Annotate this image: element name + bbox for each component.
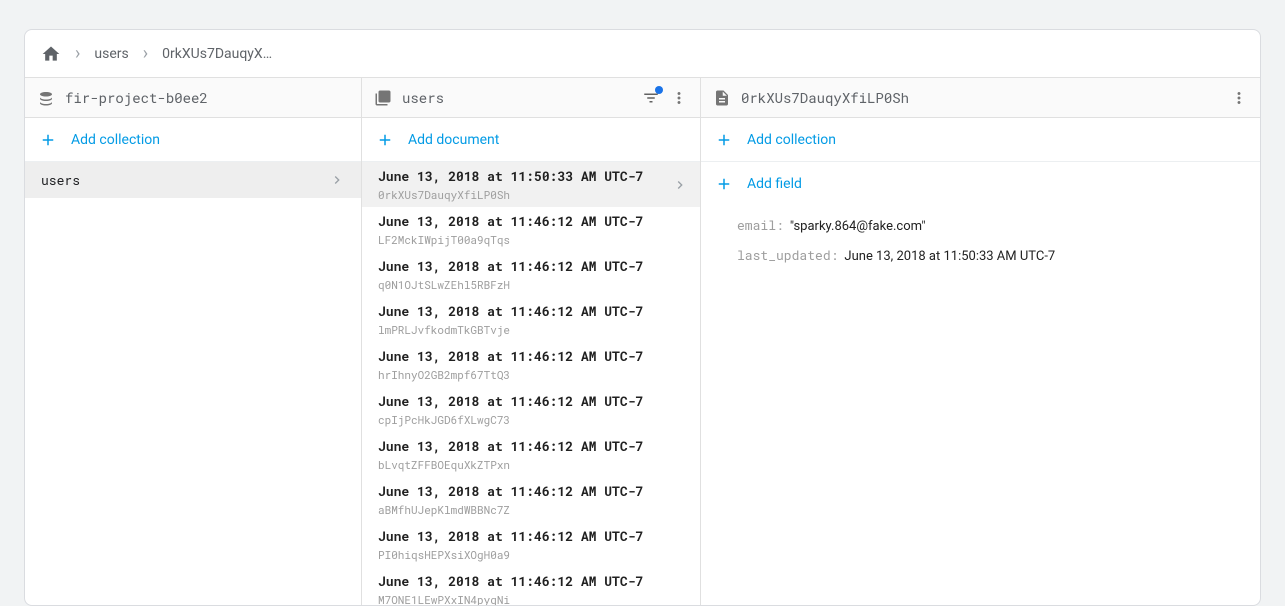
document-id: aBMfhUJepKlmdWBBNc7Z	[378, 502, 688, 517]
document-timestamp: June 13, 2018 at 11:46:12 AM UTC-7	[378, 572, 688, 590]
add-collection-label: Add collection	[71, 132, 160, 148]
breadcrumb-item[interactable]: 0rkXUs7DauqyX…	[162, 46, 272, 62]
document-id: bLvqtZFFBOEquXkZTPxn	[378, 457, 688, 472]
add-document-button[interactable]: Add document	[362, 118, 700, 162]
document-item[interactable]: June 13, 2018 at 11:46:12 AM UTC-7 q0N1OJ…	[362, 252, 700, 297]
document-timestamp: June 13, 2018 at 11:46:12 AM UTC-7	[378, 212, 688, 230]
collection-icon	[374, 89, 392, 107]
field-row[interactable]: last_updated: June 13, 2018 at 11:50:33 …	[701, 240, 1260, 270]
collection-item[interactable]: users	[25, 162, 361, 198]
documents-header-actions	[640, 87, 688, 109]
add-collection-label: Add collection	[747, 132, 836, 148]
document-timestamp: June 13, 2018 at 11:46:12 AM UTC-7	[378, 302, 688, 320]
firestore-panel: › users › 0rkXUs7DauqyX… fir-project-b0e…	[24, 29, 1261, 606]
document-timestamp: June 13, 2018 at 11:46:12 AM UTC-7	[378, 437, 688, 455]
columns: fir-project-b0ee2 Add collection users u…	[25, 78, 1260, 605]
collection-title: users	[402, 88, 630, 107]
add-collection-button[interactable]: Add collection	[25, 118, 361, 162]
document-id: PI0hiqsHEPXsiXOgH0a9	[378, 547, 688, 562]
document-id: 0rkXUs7DauqyXfiLP0Sh	[378, 187, 666, 202]
filter-button[interactable]	[640, 87, 662, 109]
documents-column-header: users	[362, 78, 700, 118]
collection-list: users	[25, 162, 361, 605]
field-value: June 13, 2018 at 11:50:33 AM UTC-7	[844, 249, 1055, 264]
document-column-header: 0rkXUs7DauqyXfiLP0Sh	[701, 78, 1260, 118]
documents-column: users Add document June 13, 2018 at 11:5…	[362, 78, 701, 605]
document-item[interactable]: June 13, 2018 at 11:46:12 AM UTC-7 LF2Mck…	[362, 207, 700, 252]
document-item[interactable]: June 13, 2018 at 11:46:12 AM UTC-7 cpIjPc…	[362, 387, 700, 432]
document-id-title: 0rkXUs7DauqyXfiLP0Sh	[741, 88, 1220, 107]
add-collection-button[interactable]: Add collection	[701, 118, 1260, 162]
add-field-button[interactable]: Add field	[701, 162, 1260, 206]
document-item[interactable]: June 13, 2018 at 11:46:12 AM UTC-7 aBMfhU…	[362, 477, 700, 522]
document-timestamp: June 13, 2018 at 11:46:12 AM UTC-7	[378, 527, 688, 545]
field-key: last_updated:	[737, 246, 838, 264]
collection-name: users	[41, 171, 80, 189]
document-item[interactable]: June 13, 2018 at 11:46:12 AM UTC-7 PI0hiq…	[362, 522, 700, 567]
plus-icon	[715, 131, 733, 149]
document-column: 0rkXUs7DauqyXfiLP0Sh Add collection Add …	[701, 78, 1260, 605]
project-column: fir-project-b0ee2 Add collection users	[25, 78, 362, 605]
breadcrumb: › users › 0rkXUs7DauqyX…	[25, 30, 1260, 78]
home-icon[interactable]	[41, 44, 61, 64]
document-id: lmPRLJvfkodmTkGBTvje	[378, 322, 688, 337]
document-item[interactable]: June 13, 2018 at 11:46:12 AM UTC-7 bLvqtZ…	[362, 432, 700, 477]
more-vert-icon[interactable]	[670, 89, 688, 107]
breadcrumb-item[interactable]: users	[94, 46, 128, 62]
plus-icon	[376, 131, 394, 149]
chevron-right-icon	[672, 177, 688, 193]
project-title: fir-project-b0ee2	[65, 88, 349, 107]
chevron-right-icon	[329, 172, 345, 188]
add-field-label: Add field	[747, 176, 802, 192]
chevron-separator: ›	[143, 43, 148, 64]
more-vert-icon[interactable]	[1230, 89, 1248, 107]
add-document-label: Add document	[408, 132, 499, 148]
field-value: "sparky.864@fake.com"	[790, 219, 926, 234]
document-timestamp: June 13, 2018 at 11:46:12 AM UTC-7	[378, 392, 688, 410]
document-id: LF2MckIWpijT00a9qTqs	[378, 232, 688, 247]
filter-indicator-dot	[655, 86, 663, 94]
document-id: M7ONE1LEwPXxIN4pyqNi	[378, 592, 688, 605]
database-icon	[37, 89, 55, 107]
document-timestamp: June 13, 2018 at 11:46:12 AM UTC-7	[378, 257, 688, 275]
plus-icon	[39, 131, 57, 149]
document-list: June 13, 2018 at 11:50:33 AM UTC-7 0rkXUs…	[362, 162, 700, 605]
project-column-header: fir-project-b0ee2	[25, 78, 361, 118]
document-timestamp: June 13, 2018 at 11:46:12 AM UTC-7	[378, 482, 688, 500]
chevron-separator: ›	[75, 43, 80, 64]
document-header-actions	[1230, 89, 1248, 107]
document-id: hrIhnyO2GB2mpf67TtQ3	[378, 367, 688, 382]
document-timestamp: June 13, 2018 at 11:46:12 AM UTC-7	[378, 347, 688, 365]
plus-icon	[715, 175, 733, 193]
field-key: email:	[737, 216, 784, 234]
document-id: q0N1OJtSLwZEhl5RBFzH	[378, 277, 688, 292]
document-item[interactable]: June 13, 2018 at 11:46:12 AM UTC-7 M7ONE1…	[362, 567, 700, 605]
document-timestamp: June 13, 2018 at 11:50:33 AM UTC-7	[378, 167, 666, 185]
field-row[interactable]: email: "sparky.864@fake.com"	[701, 210, 1260, 240]
fields-list: email: "sparky.864@fake.com"last_updated…	[701, 206, 1260, 274]
document-id: cpIjPcHkJGD6fXLwgC73	[378, 412, 688, 427]
document-item[interactable]: June 13, 2018 at 11:46:12 AM UTC-7 hrIhny…	[362, 342, 700, 387]
document-icon	[713, 89, 731, 107]
document-item[interactable]: June 13, 2018 at 11:46:12 AM UTC-7 lmPRLJ…	[362, 297, 700, 342]
document-item[interactable]: June 13, 2018 at 11:50:33 AM UTC-7 0rkXUs…	[362, 162, 700, 207]
